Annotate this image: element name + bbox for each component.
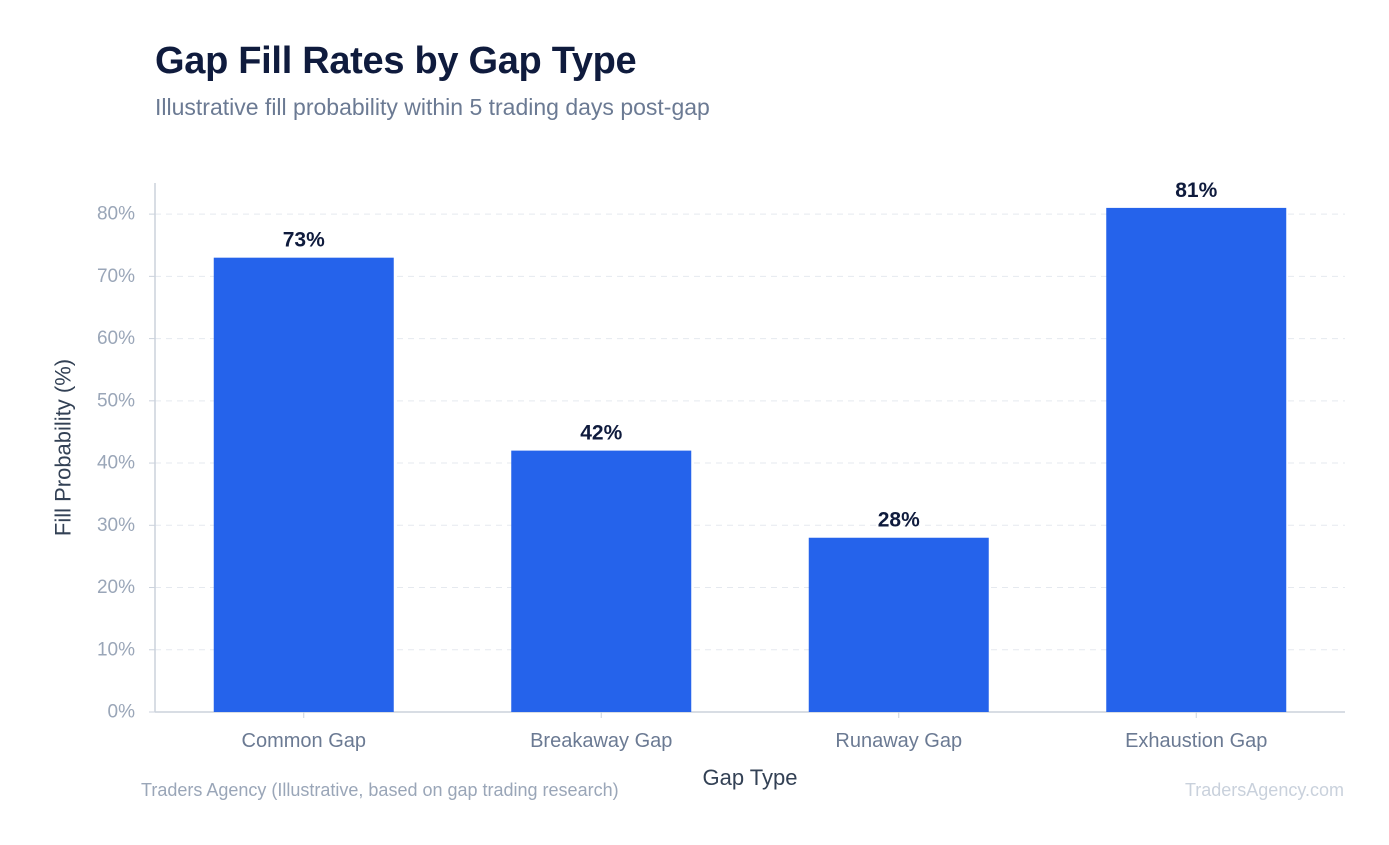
y-axis-title: Fill Probability (%): [51, 359, 76, 536]
x-tick-label: Runaway Gap: [835, 730, 962, 752]
bar-value-label: 28%: [878, 509, 920, 532]
y-tick-label: 10%: [97, 639, 135, 660]
bar-value-labels: 73% 42% 28% 81%: [283, 179, 1218, 532]
y-tick-label: 70%: [97, 266, 135, 287]
y-tick-label: 0%: [108, 702, 136, 723]
x-tick-label: Exhaustion Gap: [1125, 730, 1267, 752]
chart-title: Gap Fill Rates by Gap Type: [155, 40, 637, 82]
bar-runaway-gap: [808, 537, 989, 712]
bar-common-gap: [213, 257, 394, 712]
x-axis-title: Gap Type: [703, 765, 798, 790]
x-tick-label: Breakaway Gap: [530, 730, 672, 752]
y-tick-label: 40%: [97, 453, 135, 474]
bar-value-label: 73%: [283, 229, 325, 252]
bar-breakaway-gap: [511, 450, 692, 712]
bars: [213, 207, 1287, 713]
y-tick-label: 80%: [97, 204, 135, 225]
x-tick-label: Common Gap: [242, 730, 367, 752]
y-tick-label: 60%: [97, 328, 135, 349]
y-tick-label: 30%: [97, 515, 135, 536]
x-tick-labels: Common Gap Breakaway Gap Runaway Gap Exhaus…: [242, 730, 1268, 752]
y-tick-label: 50%: [97, 390, 135, 411]
watermark: TradersAgency.com: [1184, 780, 1344, 800]
chart-subtitle: Illustrative fill probability within 5 t…: [155, 94, 710, 120]
source-note: Traders Agency (Illustrative, based on g…: [141, 780, 619, 800]
y-tick-labels: 0% 10% 20% 30% 40% 50% 60% 70% 80%: [97, 204, 135, 723]
bar-value-label: 42%: [580, 422, 622, 445]
bar-value-label: 81%: [1175, 179, 1217, 202]
bar-exhaustion-gap: [1106, 207, 1287, 713]
y-tick-label: 20%: [97, 577, 135, 598]
